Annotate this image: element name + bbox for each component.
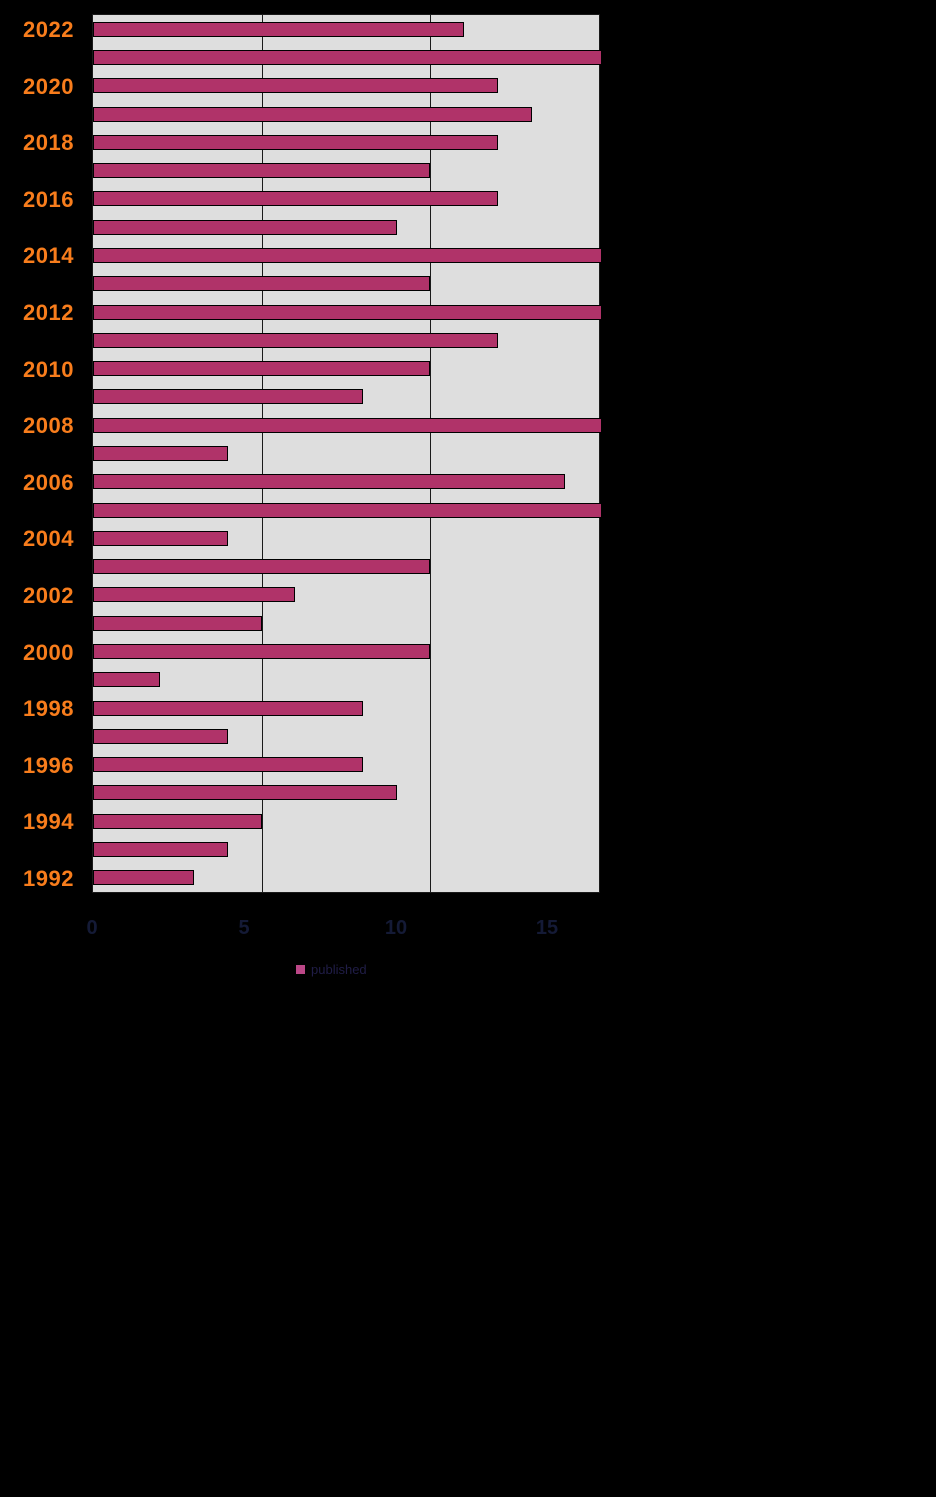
x-tick-label-15: 15	[535, 917, 559, 939]
bar-row-2005	[93, 496, 602, 524]
bar-1994	[93, 813, 262, 829]
bar-row-2004	[93, 524, 599, 552]
year-label-2000: 2000	[23, 639, 74, 665]
year-label-1996: 1996	[23, 752, 74, 778]
bar-2008	[93, 417, 602, 433]
bar-row-2013	[93, 270, 599, 298]
bar-2021	[93, 49, 602, 65]
bar-2007	[93, 445, 228, 461]
bar-1996	[93, 757, 363, 773]
year-label-1998: 1998	[23, 696, 74, 722]
x-axis-tick-labels: 0 5 10 15	[86, 914, 598, 944]
year-label-2012: 2012	[23, 300, 74, 326]
bar-row-1996	[93, 751, 599, 779]
bar-2004	[93, 530, 228, 546]
bar-row-2018	[93, 128, 599, 156]
gridline-x-10	[430, 15, 431, 892]
bar-2010	[93, 361, 430, 377]
bar-2006	[93, 474, 565, 490]
bar-row-2011	[93, 326, 599, 354]
bar-row-2001	[93, 609, 599, 637]
plot-area	[92, 14, 602, 893]
bar-2017	[93, 163, 430, 179]
x-tick-label-5: 5	[238, 917, 250, 939]
bar-2003	[93, 559, 430, 575]
bar-row-2020	[93, 72, 599, 100]
bar-row-1993	[93, 835, 599, 863]
bar-2020	[93, 78, 498, 94]
bar-row-2015	[93, 213, 599, 241]
year-label-1994: 1994	[23, 809, 74, 835]
bar-row-1992	[93, 864, 599, 892]
bar-2018	[93, 134, 498, 150]
bar-2022	[93, 21, 464, 37]
year-label-2002: 2002	[23, 582, 74, 608]
bar-2002	[93, 587, 295, 603]
bar-row-2019	[93, 100, 599, 128]
year-label-2016: 2016	[23, 186, 74, 212]
x-tick-label-10: 10	[384, 917, 408, 939]
bar-row-2010	[93, 354, 599, 382]
bar-row-1994	[93, 807, 599, 835]
legend-marker-icon	[296, 964, 305, 974]
bar-1993	[93, 842, 228, 858]
bar-2009	[93, 389, 363, 405]
bar-1995	[93, 785, 397, 801]
year-label-2004: 2004	[23, 526, 74, 552]
bar-row-2016	[93, 185, 599, 213]
bar-1992	[93, 870, 194, 886]
bar-row-2003	[93, 553, 599, 581]
year-label-2006: 2006	[23, 469, 74, 495]
bar-row-2006	[93, 468, 599, 496]
year-label-1992: 1992	[23, 865, 74, 891]
bar-2013	[93, 276, 430, 292]
bar-2014	[93, 247, 602, 263]
bar-2005	[93, 502, 602, 518]
year-label-2022: 2022	[23, 17, 74, 43]
bar-row-1997	[93, 722, 599, 750]
bar-row-1995	[93, 779, 599, 807]
year-label-2014: 2014	[23, 243, 74, 269]
bar-row-2014	[93, 241, 602, 269]
bar-1999	[93, 672, 160, 688]
bar-row-2012	[93, 298, 602, 326]
bar-2000	[93, 644, 430, 660]
gridline-x-5	[262, 15, 263, 892]
year-label-2020: 2020	[23, 73, 74, 99]
year-label-2018: 2018	[23, 130, 74, 156]
x-tick-label-0: 0	[86, 917, 98, 939]
bar-row-1998	[93, 694, 599, 722]
bar-2001	[93, 615, 262, 631]
bar-row-2009	[93, 383, 599, 411]
year-label-2008: 2008	[23, 413, 74, 439]
bar-2019	[93, 106, 532, 122]
y-axis-year-labels: 2022 2020 2018 2016 2014 2012 2010 2008 2006 2004…	[0, 14, 84, 891]
bar-row-1999	[93, 666, 599, 694]
bar-row-2022	[93, 15, 599, 43]
bar-row-2008	[93, 411, 602, 439]
bar-row-2007	[93, 439, 599, 467]
legend: published	[296, 961, 367, 977]
bar-row-2021	[93, 43, 602, 71]
legend-label: published	[311, 961, 367, 977]
bar-2011	[93, 332, 498, 348]
bar-2016	[93, 191, 498, 207]
bar-1997	[93, 728, 228, 744]
bar-row-2002	[93, 581, 599, 609]
year-label-2010: 2010	[23, 356, 74, 382]
bar-2012	[93, 304, 602, 320]
bar-2015	[93, 219, 397, 235]
bar-row-2000	[93, 637, 599, 665]
bar-1998	[93, 700, 363, 716]
bar-row-2017	[93, 156, 599, 184]
